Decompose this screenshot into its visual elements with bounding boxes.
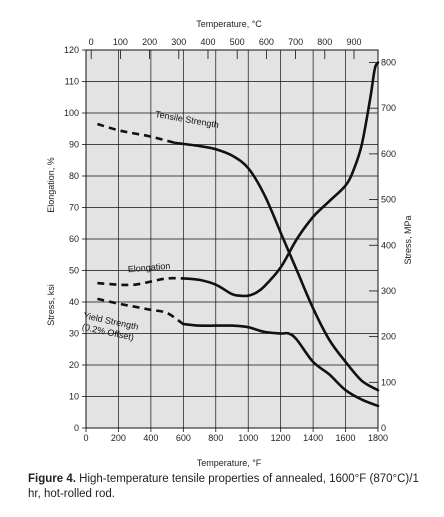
tick-label-ksi-0: 0 <box>74 423 79 433</box>
tick-label-mpa-300: 300 <box>381 286 396 296</box>
tick-label-c-100: 100 <box>113 37 128 47</box>
left-axis-title: Stress, ksi <box>46 284 56 326</box>
figure-caption-text: High-temperature tensile properties of a… <box>28 473 419 500</box>
tick-label-mpa-600: 600 <box>381 149 396 159</box>
tick-label-ksi-50: 50 <box>69 266 79 276</box>
tick-label-f-1600: 1600 <box>336 433 356 443</box>
tick-label-ksi-30: 30 <box>69 329 79 339</box>
series-tensile-strength-dashed <box>97 122 176 145</box>
tick-label-mpa-200: 200 <box>381 332 396 342</box>
top-axis-title: Temperature, °C <box>196 19 262 29</box>
tick-label-f-0: 0 <box>83 433 88 443</box>
tick-label-ksi-40: 40 <box>69 297 79 307</box>
tick-label-c-0: 0 <box>89 37 94 47</box>
tick-label-c-600: 600 <box>259 37 274 47</box>
figure-caption: Figure 4. High-temperature tensile prope… <box>28 472 428 502</box>
tick-label-ksi-70: 70 <box>69 203 79 213</box>
tick-label-c-300: 300 <box>171 37 186 47</box>
tick-label-f-1400: 1400 <box>303 433 323 443</box>
tick-label-f-800: 800 <box>208 433 223 443</box>
tick-label-mpa-700: 700 <box>381 103 396 113</box>
series-yield-strength-dashed <box>97 297 185 326</box>
series-yield-strength-line <box>182 322 380 408</box>
tick-label-c-700: 700 <box>288 37 303 47</box>
tick-label-ksi-60: 60 <box>69 234 79 244</box>
tick-label-f-1000: 1000 <box>238 433 258 443</box>
right-axis-title: Stress, MPa <box>403 215 413 264</box>
figure-label: Figure 4. <box>28 473 76 485</box>
tick-label-ksi-80: 80 <box>69 171 79 181</box>
series-elongation-line <box>182 61 380 298</box>
tick-label-f-200: 200 <box>111 433 126 443</box>
tick-label-ksi-100: 100 <box>64 108 79 118</box>
left-axis-title-upper: Elongation, % <box>46 157 56 213</box>
tick-label-ksi-20: 20 <box>69 360 79 370</box>
series-label-elongation: Elongation <box>127 261 170 275</box>
series-tensile-strength-line <box>173 141 380 392</box>
tick-label-c-200: 200 <box>142 37 157 47</box>
tick-label-mpa-500: 500 <box>381 195 396 205</box>
tick-label-f-400: 400 <box>143 433 158 443</box>
tick-label-ksi-90: 90 <box>69 140 79 150</box>
series-group <box>97 61 380 408</box>
tick-label-mpa-400: 400 <box>381 240 396 250</box>
tick-label-c-900: 900 <box>346 37 361 47</box>
tick-label-c-800: 800 <box>317 37 332 47</box>
tick-label-f-1200: 1200 <box>271 433 291 443</box>
tick-label-ksi-110: 110 <box>65 77 79 87</box>
tick-label-f-600: 600 <box>176 433 191 443</box>
tick-label-ksi-120: 120 <box>64 45 79 55</box>
tick-label-c-400: 400 <box>200 37 215 47</box>
bottom-axis-title: Temperature, °F <box>197 458 262 468</box>
grid-lines <box>85 49 379 429</box>
tick-label-c-500: 500 <box>230 37 245 47</box>
tick-label-mpa-100: 100 <box>381 377 396 387</box>
tick-label-mpa-800: 800 <box>381 58 396 68</box>
tick-label-ksi-10: 10 <box>69 392 79 402</box>
tick-label-mpa-0: 0 <box>381 423 386 433</box>
tick-label-f-1800: 1800 <box>368 433 388 443</box>
